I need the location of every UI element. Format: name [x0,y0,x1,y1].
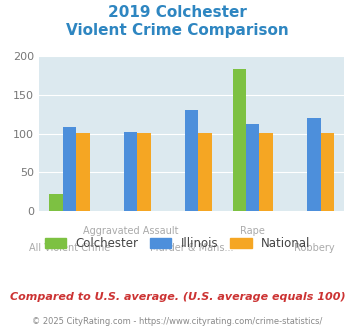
Text: Aggravated Assault: Aggravated Assault [83,226,179,236]
Bar [307,118,321,211]
Text: 2019 Colchester: 2019 Colchester [108,5,247,20]
Bar [137,133,151,211]
Bar [198,133,212,211]
Text: Rape: Rape [240,226,265,236]
Bar [185,110,198,211]
Text: Murder & Mans...: Murder & Mans... [150,243,234,252]
Bar [246,123,260,211]
Bar [49,194,63,211]
Text: © 2025 CityRating.com - https://www.cityrating.com/crime-statistics/: © 2025 CityRating.com - https://www.city… [32,317,323,326]
Text: Compared to U.S. average. (U.S. average equals 100): Compared to U.S. average. (U.S. average … [10,292,345,302]
Text: All Violent Crime: All Violent Crime [29,243,110,252]
Text: Violent Crime Comparison: Violent Crime Comparison [66,23,289,38]
Legend: Colchester, Illinois, National: Colchester, Illinois, National [40,232,315,255]
Bar [63,127,76,211]
Bar [76,133,90,211]
Bar [124,132,137,211]
Bar [260,133,273,211]
Bar [233,69,246,211]
Text: Robbery: Robbery [294,243,334,252]
Bar [321,133,334,211]
